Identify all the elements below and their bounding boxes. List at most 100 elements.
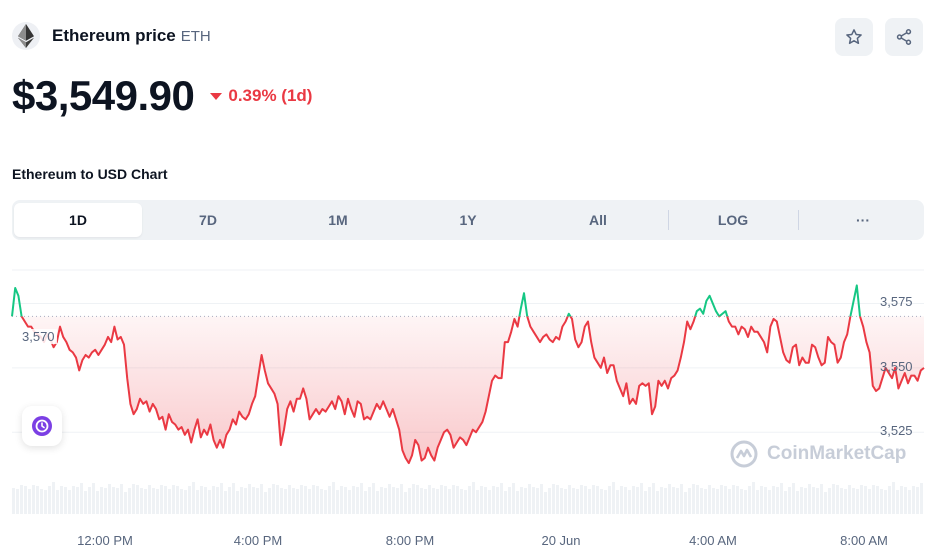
volume-bar [220,483,223,514]
volume-bar [124,492,127,514]
volume-bar [116,488,119,514]
volume-bar [532,487,535,514]
more-options-button[interactable]: ··· [856,212,870,228]
volume-bar [628,490,631,514]
range-7d-button[interactable]: 7D [199,212,217,228]
volume-bar [28,489,31,514]
share-icon [896,29,912,45]
volume-bar [652,483,655,514]
volume-bar [368,487,371,514]
price-chart-svg [11,269,925,514]
volume-bar [564,489,567,514]
volume-bar [748,486,751,514]
volume-bar [212,486,215,514]
volume-bar [508,487,511,514]
volume-bar [576,489,579,514]
volume-bar [552,484,555,514]
volume-bar [588,489,591,514]
volume-bar [56,490,59,514]
volume-bar [248,484,251,514]
volume-bar [876,486,879,514]
share-button[interactable] [885,18,923,56]
volume-bar [232,483,235,514]
volume-bar [760,486,763,514]
volume-bar [472,482,475,514]
volume-bar [640,483,643,514]
volume-bar [828,488,831,514]
volume-bar [544,492,547,514]
volume-bar [136,485,139,514]
volume-bar [556,485,559,514]
volume-bar [416,485,419,514]
volume-bar [700,488,703,514]
volume-bar [852,488,855,514]
volume-bar [732,485,735,514]
range-1y-button[interactable]: 1Y [459,212,477,228]
volume-bar [236,491,239,514]
volume-bar [348,490,351,514]
price-history-button[interactable] [22,406,62,446]
volume-bar [504,491,507,514]
volume-bar [344,487,347,514]
watchlist-star-button[interactable] [835,18,873,56]
volume-bar [904,487,907,514]
volume-bar [800,487,803,514]
volume-bar [632,486,635,514]
volume-bar [320,489,323,514]
volume-bar [616,490,619,514]
volume-bar [20,485,23,514]
volume-bar [684,492,687,514]
volume-bar [16,489,19,514]
volume-bar [216,487,219,514]
volume-bar [288,485,291,514]
volume-bar [696,485,699,514]
range-1d-button[interactable]: 1D [14,203,142,237]
volume-bar [96,491,99,514]
volume-bar [420,488,423,514]
volume-bar [756,490,759,514]
volume-bar [568,485,571,514]
volume-bar [208,490,211,514]
range-1m-button[interactable]: 1M [328,212,348,228]
chart-title: Ethereum to USD Chart [12,166,168,182]
range-all-button[interactable]: All [589,212,607,228]
volume-bar [524,488,527,514]
price-chart[interactable] [0,262,931,560]
volume-bar [496,487,499,514]
volume-bar [920,483,923,514]
volume-bar [268,488,271,514]
volume-bar [380,487,383,514]
volume-bar [452,485,455,514]
volume-bar [360,483,363,514]
volume-bar [428,485,431,514]
volume-bar [816,488,819,514]
volume-bar [436,489,439,514]
volume-bar [848,485,851,514]
x-axis-tick-label: 8:00 AM [840,533,888,548]
chart-fill-area [12,316,924,464]
volume-bar [900,486,903,514]
volume-bar [196,490,199,514]
log-scale-button[interactable]: LOG [717,212,749,228]
volume-bar [164,486,167,514]
coin-header: Ethereum price ETH [12,22,211,50]
volume-bar [400,484,403,514]
volume-bar [792,483,795,514]
volume-bar [832,484,835,514]
volume-bar [448,489,451,514]
volume-bar [68,490,71,514]
volume-bar [856,489,859,514]
volume-bar [480,486,483,514]
volume-bar [144,489,147,514]
volume-bar [912,486,915,514]
volume-bar [656,491,659,514]
volume-bar [168,489,171,514]
chart-range-selector: 1D 7D 1M 1Y All LOG ··· [12,200,924,240]
volume-bar [308,489,311,514]
ethereum-logo-icon [12,22,40,50]
current-price: $3,549.90 [12,72,195,119]
volume-bar [620,486,623,514]
volume-bar [180,489,183,514]
volume-bar [332,482,335,514]
volume-bar [456,486,459,514]
